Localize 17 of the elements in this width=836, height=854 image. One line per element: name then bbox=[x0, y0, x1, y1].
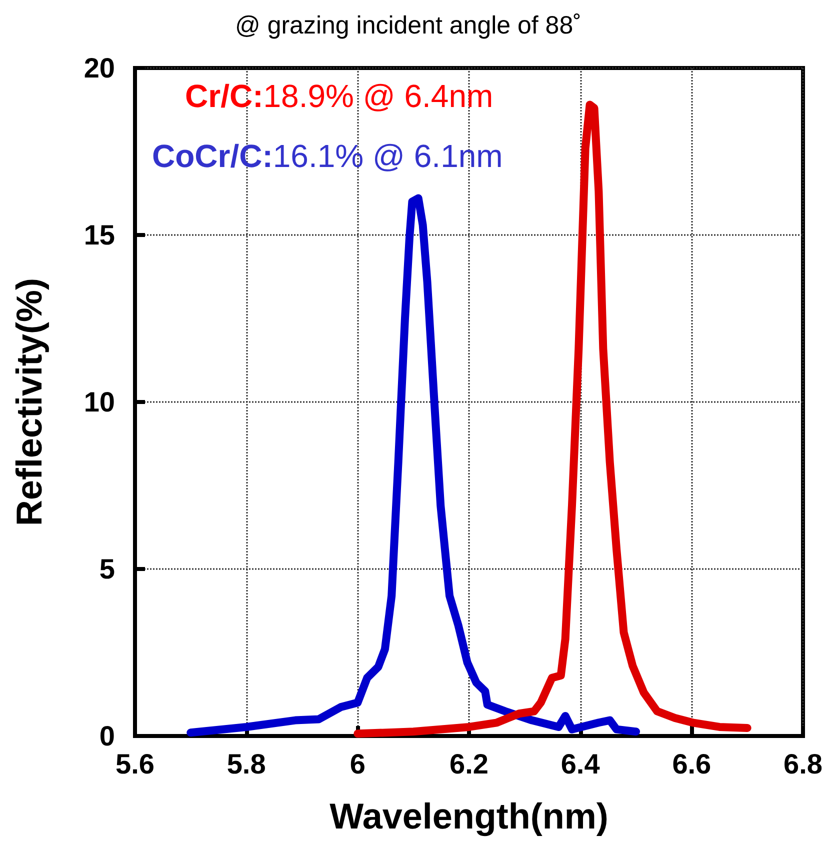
chart-title: @ grazing incident angle of 88˚ bbox=[235, 12, 582, 40]
annotation: CoCr/C:16.1% @ 6.1nm bbox=[152, 138, 503, 174]
y-tick-label: 20 bbox=[84, 52, 115, 84]
x-axis-title: Wavelength(nm) bbox=[330, 796, 608, 836]
y-tick-label: 15 bbox=[84, 220, 115, 250]
x-tick-label: 5.6 bbox=[116, 748, 154, 780]
x-tick-label: 6.8 bbox=[784, 748, 822, 780]
x-tick-label: 5.8 bbox=[226, 748, 266, 780]
x-tick-label: 6.2 bbox=[450, 748, 488, 780]
y-tick-label: 0 bbox=[99, 720, 115, 752]
annotation: Cr/C:18.9% @ 6.4nm bbox=[185, 78, 494, 114]
y-tick-label: 10 bbox=[84, 386, 115, 418]
y-tick-label: 5 bbox=[99, 554, 115, 584]
x-tick-label: 6 bbox=[350, 748, 366, 780]
x-tick-label: 6.6 bbox=[672, 748, 712, 780]
y-axis-title: Reflectivity(%) bbox=[8, 278, 50, 526]
x-tick-label: 6.4 bbox=[560, 748, 600, 780]
